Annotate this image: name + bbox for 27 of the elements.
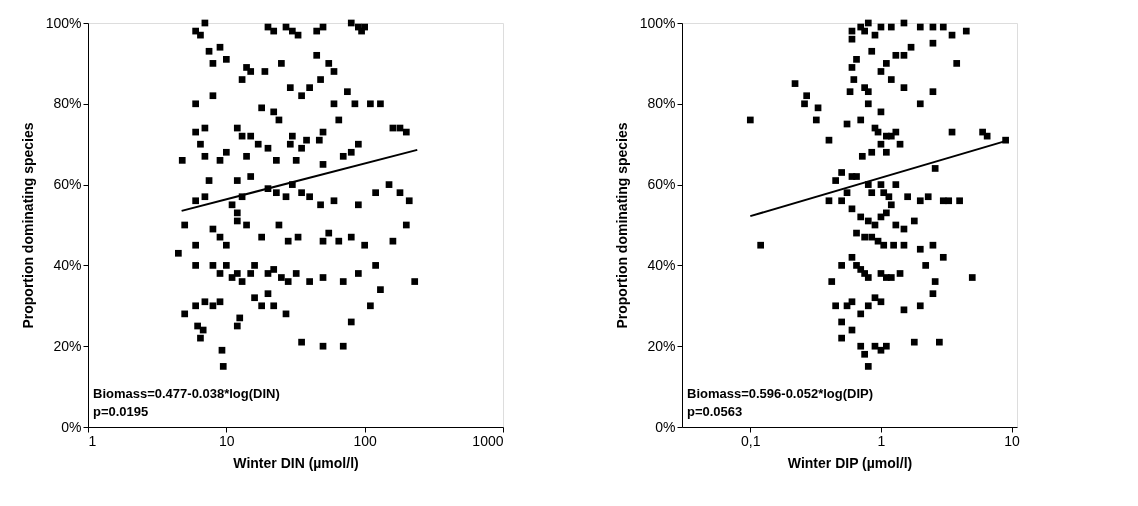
y-tick-label: 60%: [53, 176, 82, 193]
y-tick-label: 20%: [647, 337, 676, 354]
x-tick-label: 10: [1004, 432, 1021, 449]
y-tick-label: 80%: [53, 95, 82, 112]
y-tick-label: 100%: [639, 14, 676, 31]
y-tick-label: 60%: [647, 176, 676, 193]
x-tick-label: 1: [88, 432, 97, 449]
y-tick-label: 0%: [61, 418, 82, 435]
x-tick-label: 1000: [472, 432, 504, 449]
x-axis-title: Winter DIP (µmol/l): [787, 454, 913, 471]
y-tick-label: 40%: [647, 256, 676, 273]
annotation: Biomass=0.596-0.052*log(DIP): [687, 386, 874, 401]
x-tick-label: 100: [353, 432, 378, 449]
y-tick-label: 80%: [647, 95, 676, 112]
y-tick-label: 20%: [53, 337, 82, 354]
x-axis-title: Winter DIN (µmol/l): [233, 454, 359, 471]
y-tick-label: 40%: [53, 256, 82, 273]
y-axis-title: Proportion dominating species: [19, 122, 36, 329]
annotation: p=0.0563: [687, 404, 743, 419]
annotation: p=0.0195: [93, 404, 149, 419]
x-tick-label: 0,1: [741, 432, 761, 449]
y-axis-title: Proportion dominating species: [613, 122, 630, 329]
annotation: Biomass=0.477-0.038*log(DIN): [93, 386, 280, 401]
y-tick-label: 100%: [45, 14, 82, 31]
x-tick-label: 1: [877, 432, 886, 449]
x-tick-label: 10: [219, 432, 235, 449]
y-tick-label: 0%: [655, 418, 676, 435]
